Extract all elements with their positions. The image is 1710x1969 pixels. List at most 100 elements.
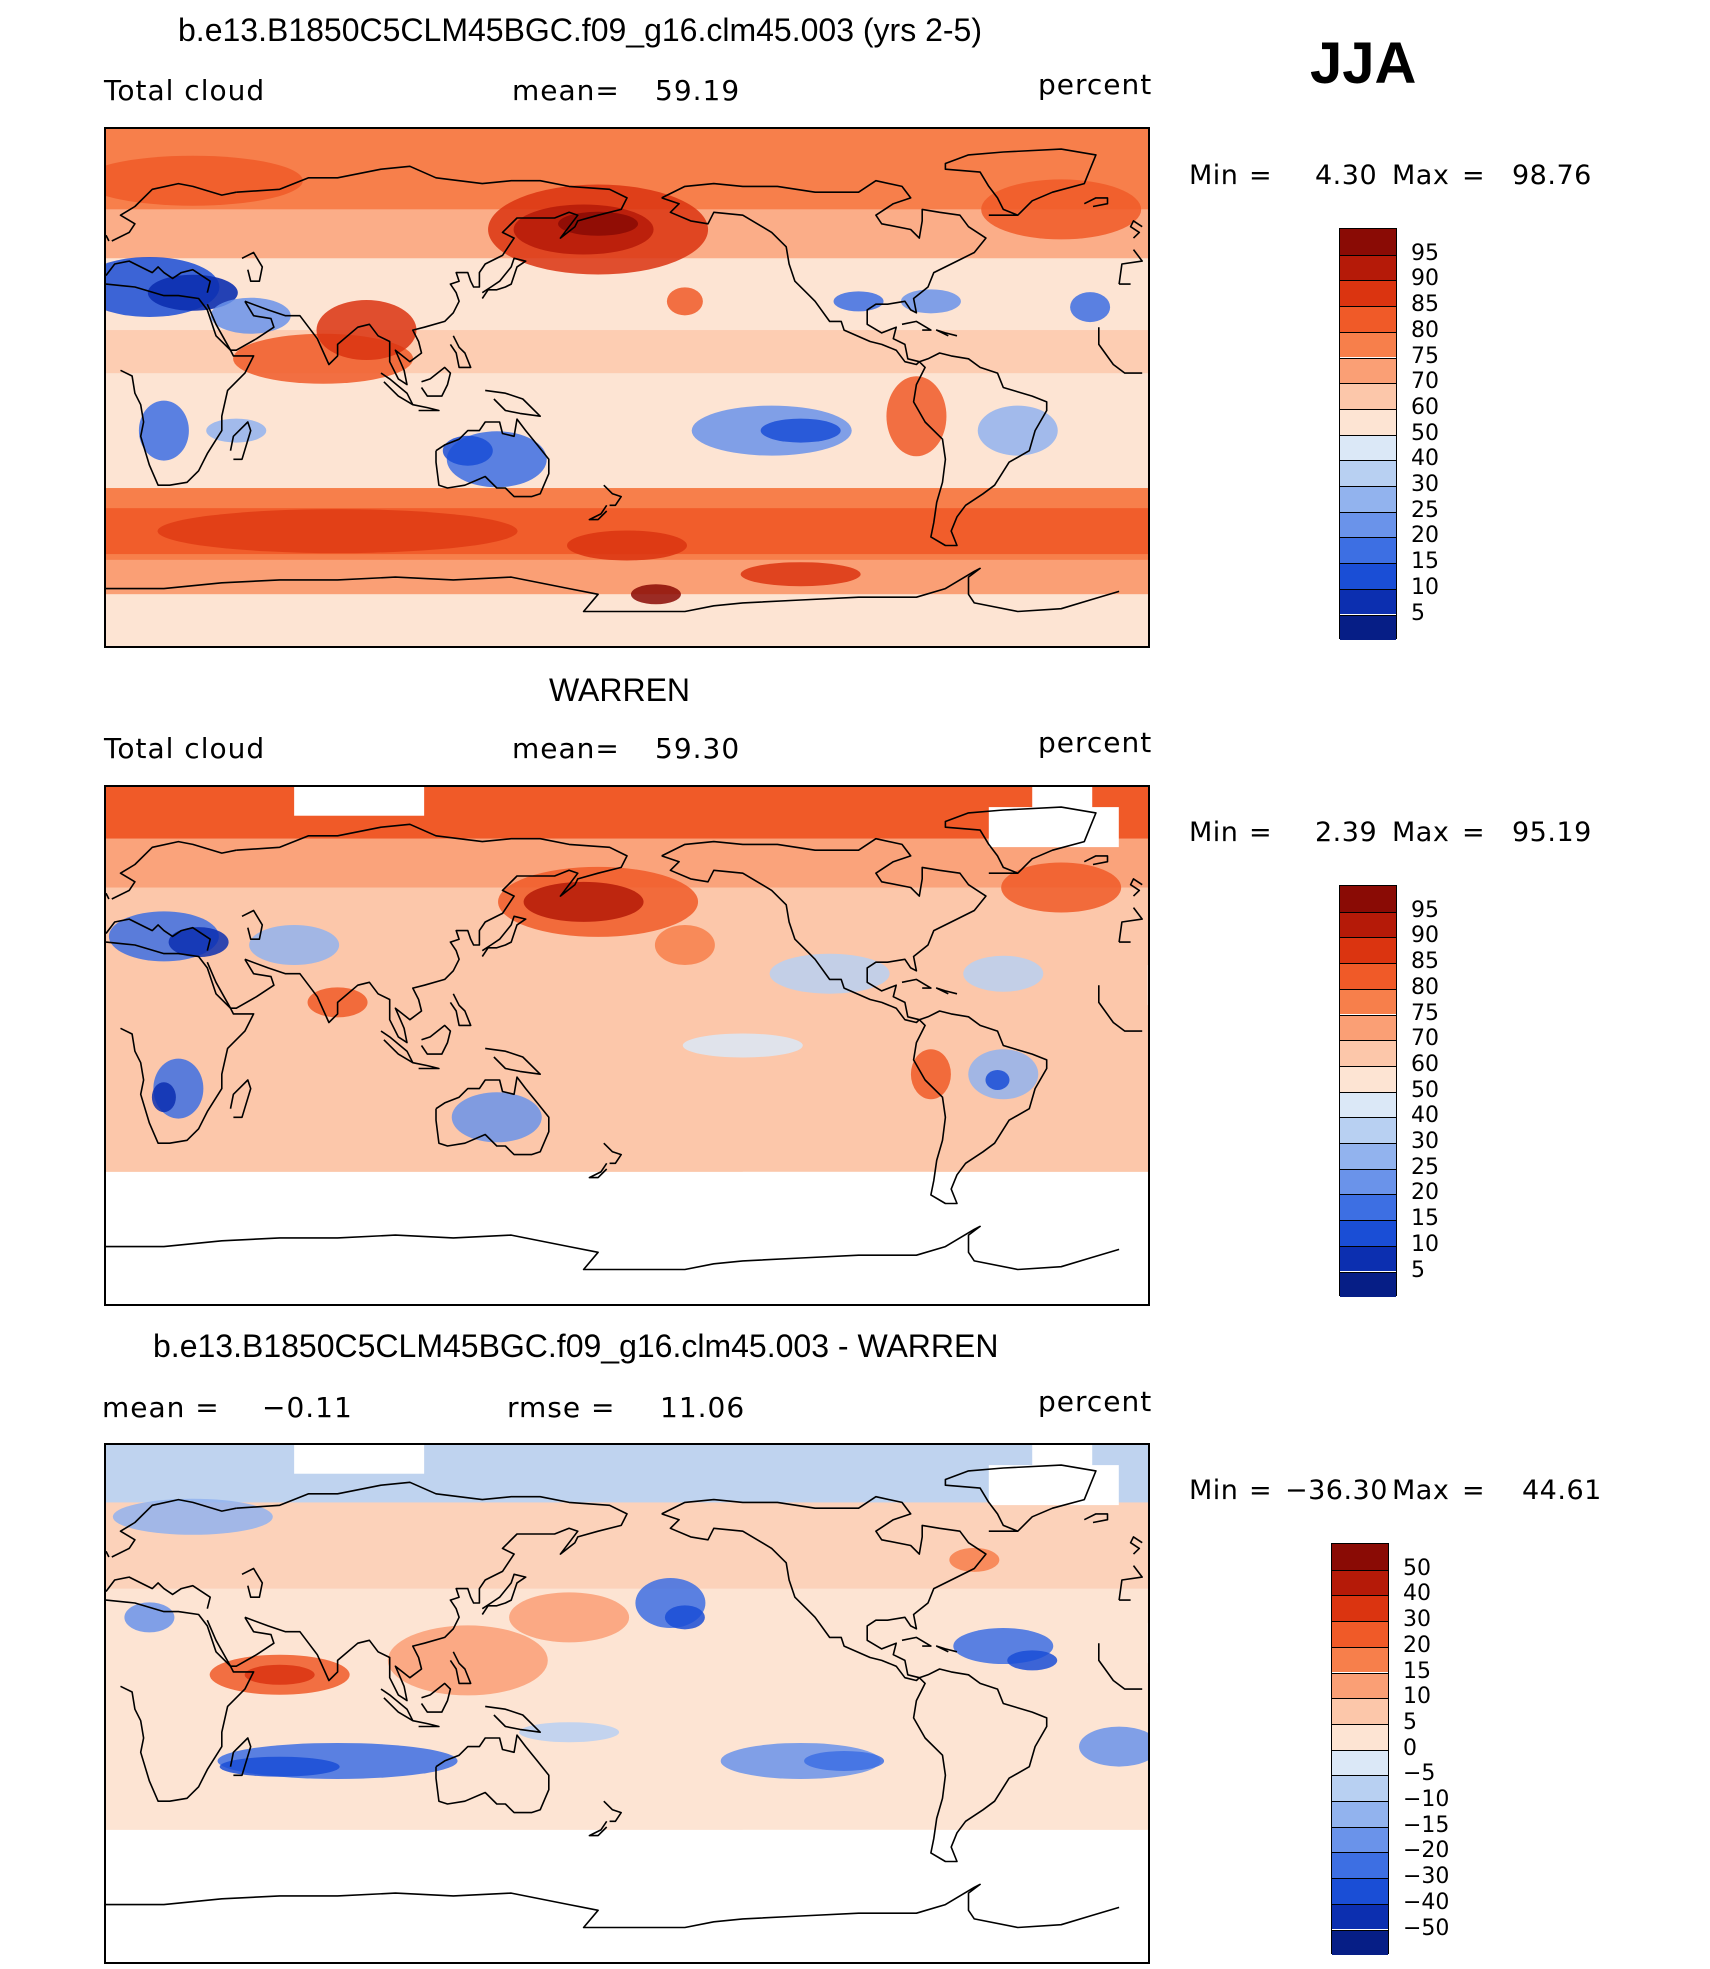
colorbar-tick-label: 25 bbox=[1411, 1154, 1439, 1180]
coastline bbox=[236, 823, 628, 1044]
colorbar-segment bbox=[1332, 1672, 1388, 1699]
coastline bbox=[435, 418, 550, 498]
coastline bbox=[588, 1162, 608, 1179]
coastline bbox=[449, 993, 472, 1027]
colorbar-box bbox=[1331, 1543, 1389, 1956]
max-label: Max bbox=[1392, 160, 1450, 191]
missing-data bbox=[742, 1829, 933, 1870]
colorbar-tick-label: 10 bbox=[1411, 574, 1439, 600]
missing-data bbox=[106, 1829, 1148, 1962]
colorbar-tick-label: 15 bbox=[1411, 1206, 1439, 1232]
coastline bbox=[106, 941, 1143, 1144]
coastline bbox=[229, 421, 252, 461]
colorbar-segment bbox=[1340, 1245, 1396, 1272]
coastline bbox=[106, 1883, 1120, 1929]
coastline bbox=[1083, 1513, 1109, 1524]
map-model bbox=[104, 127, 1150, 648]
colorbar-tick-label: 15 bbox=[1403, 1658, 1431, 1684]
field-blob bbox=[1001, 862, 1122, 913]
colorbar-segment bbox=[1340, 486, 1396, 512]
field-blob bbox=[567, 530, 687, 561]
colorbar-tick-label: 10 bbox=[1403, 1684, 1431, 1710]
field-blob bbox=[451, 1092, 542, 1143]
field-band bbox=[106, 1502, 1148, 1589]
colorbar-tick-label: 40 bbox=[1411, 1103, 1439, 1129]
field-blob bbox=[985, 1069, 1010, 1090]
min-label: Min bbox=[1189, 160, 1239, 191]
colorbar-segment bbox=[1332, 1903, 1388, 1930]
field-band bbox=[106, 559, 1148, 595]
colorbar-segment bbox=[1340, 408, 1396, 435]
colorbar-tick-label: 10 bbox=[1411, 1231, 1439, 1257]
field-blob bbox=[630, 584, 681, 605]
coastline bbox=[111, 840, 1143, 943]
units-label: percent bbox=[1038, 68, 1153, 101]
colorbar-segment bbox=[1340, 280, 1396, 307]
coastline bbox=[106, 220, 1143, 242]
field-label: Total cloud bbox=[104, 732, 266, 765]
field-blob bbox=[168, 927, 229, 958]
colorbar-tick-label: −50 bbox=[1403, 1915, 1450, 1941]
colorbar-segment bbox=[1340, 1040, 1396, 1066]
colorbar-segment bbox=[1332, 1723, 1388, 1750]
coastline bbox=[661, 855, 920, 1024]
colorbar-tick-label: 40 bbox=[1403, 1581, 1431, 1607]
colorbar-tick-label: 50 bbox=[1411, 420, 1439, 446]
colorbar-tick-label: −5 bbox=[1403, 1761, 1436, 1787]
max-label: Max bbox=[1392, 817, 1450, 848]
colorbar-box bbox=[1339, 228, 1397, 641]
min-equals: = bbox=[1249, 817, 1273, 848]
coastline bbox=[380, 1030, 414, 1064]
field-blob bbox=[886, 376, 947, 457]
colorbar-segment bbox=[1332, 1749, 1388, 1776]
field-blob bbox=[519, 1722, 620, 1743]
max-equals: = bbox=[1462, 1475, 1486, 1506]
mean-value: 59.30 bbox=[655, 732, 741, 765]
mean-label: mean= bbox=[512, 732, 620, 765]
mean-value: −0.11 bbox=[262, 1391, 353, 1424]
field-blob bbox=[654, 924, 715, 965]
colorbar-segment bbox=[1332, 1878, 1388, 1904]
coastline bbox=[449, 1651, 472, 1685]
field-blob bbox=[138, 400, 189, 461]
coastline bbox=[912, 1010, 1048, 1205]
field-blob bbox=[977, 405, 1058, 456]
field-blob bbox=[833, 291, 884, 312]
coastline bbox=[912, 352, 1048, 547]
coastline bbox=[481, 1573, 527, 1615]
field-blob bbox=[316, 300, 417, 361]
coastline bbox=[420, 1024, 452, 1055]
field-blob bbox=[219, 1756, 340, 1777]
colorbar-tick-label: 20 bbox=[1411, 1180, 1439, 1206]
coastline bbox=[481, 915, 527, 957]
map-obs bbox=[104, 785, 1150, 1306]
coastline bbox=[106, 567, 1120, 613]
field-label: Total cloud bbox=[104, 74, 266, 107]
mean-label: mean= bbox=[512, 74, 620, 107]
field-blob bbox=[249, 924, 340, 965]
colorbar-tick-label: 25 bbox=[1411, 497, 1439, 523]
max-value: 95.19 bbox=[1512, 817, 1592, 848]
colorbar-segment bbox=[1340, 963, 1396, 989]
colorbar-segment bbox=[1332, 1595, 1388, 1622]
coastline bbox=[412, 1719, 440, 1728]
colorbar-segment bbox=[1340, 1271, 1396, 1298]
coastline bbox=[588, 504, 608, 521]
min-value: −36.30 bbox=[1285, 1475, 1388, 1506]
field-blob bbox=[949, 1547, 1000, 1572]
colorbar-segment bbox=[1332, 1646, 1388, 1673]
missing-data bbox=[742, 1171, 933, 1212]
colorbar-tick-label: 75 bbox=[1411, 343, 1439, 369]
colorbar-segment bbox=[1340, 911, 1396, 938]
missing-data bbox=[294, 787, 425, 816]
colorbar-segment bbox=[1332, 1569, 1388, 1596]
coastline bbox=[481, 257, 527, 299]
colorbar-tick-label: −20 bbox=[1403, 1838, 1450, 1864]
field-blob bbox=[1079, 1726, 1148, 1767]
field-blob bbox=[740, 562, 861, 587]
colorbar-segment bbox=[1340, 988, 1396, 1015]
max-value: 98.76 bbox=[1512, 160, 1592, 191]
coastline bbox=[206, 1616, 275, 1667]
coastline bbox=[935, 987, 958, 995]
coastline bbox=[588, 1820, 608, 1837]
